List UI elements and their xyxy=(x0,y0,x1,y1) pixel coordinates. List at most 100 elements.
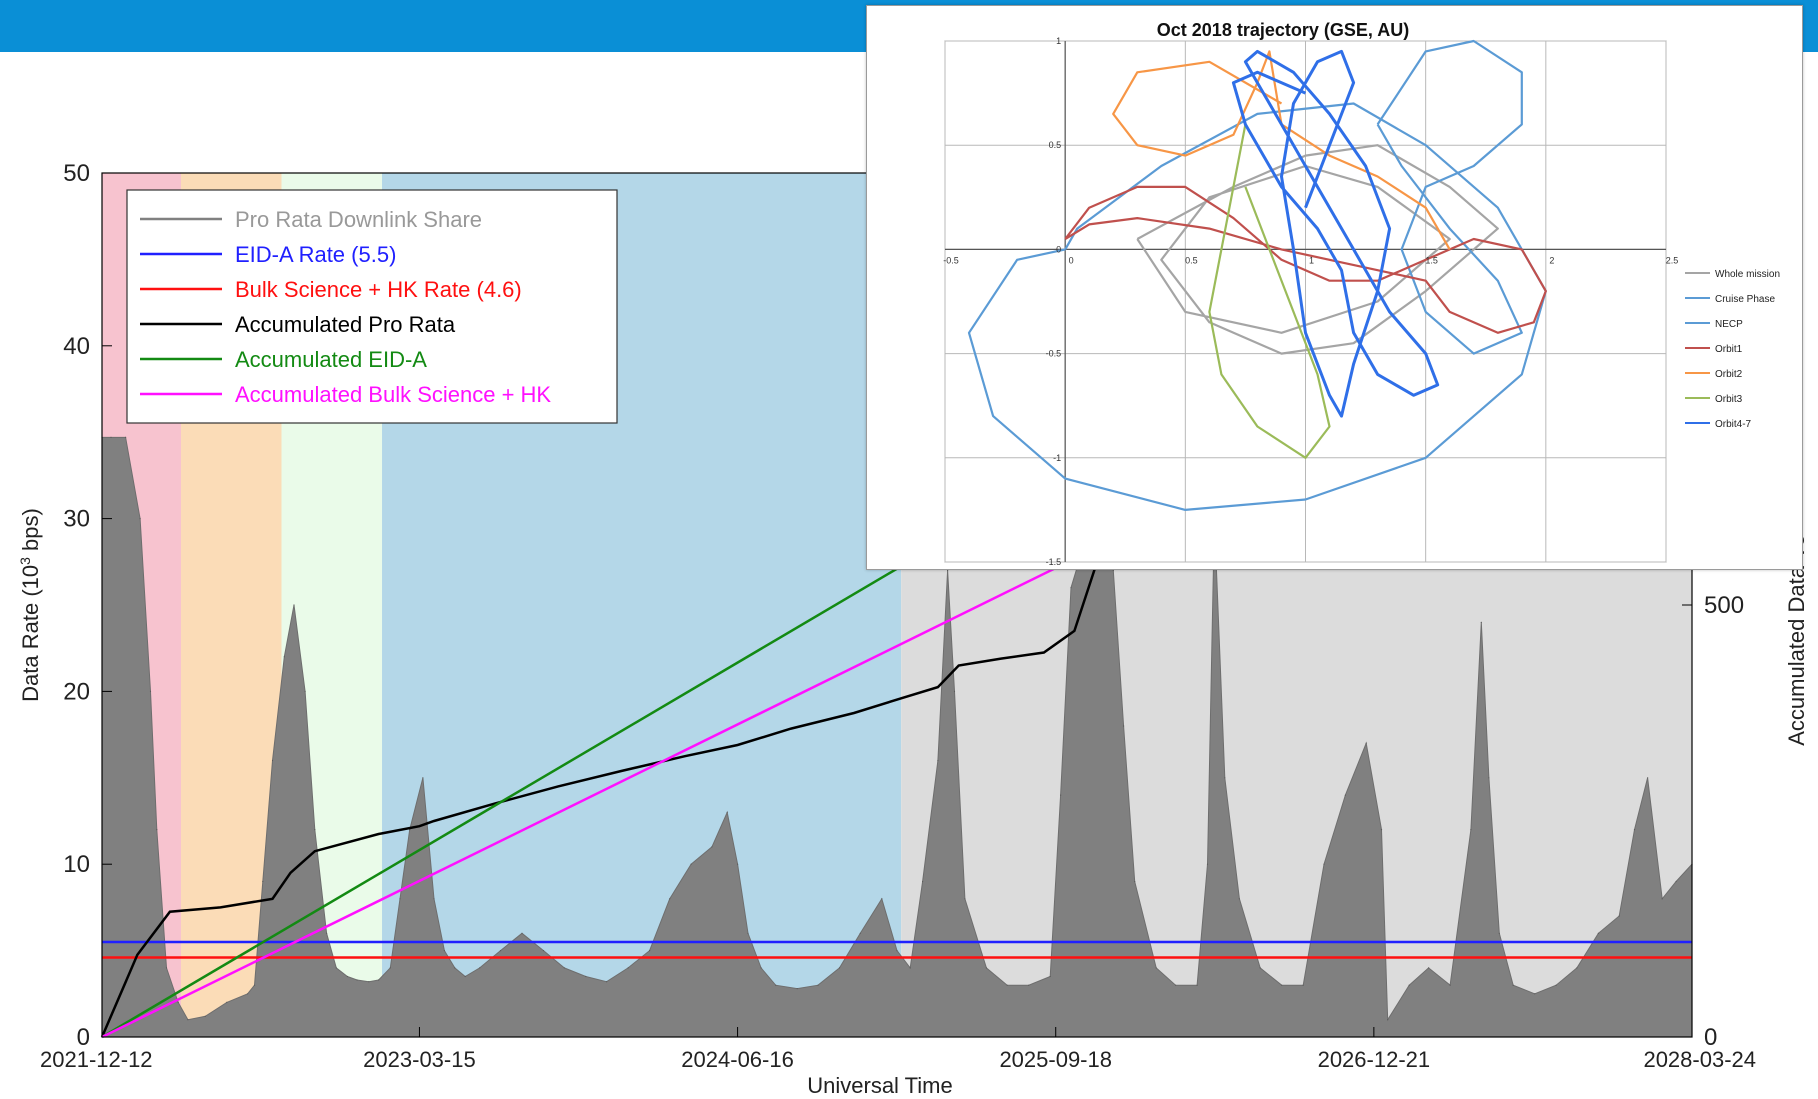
pro-rata-point xyxy=(422,777,424,779)
pro-rata-point xyxy=(356,979,358,981)
trajectory-series-2 xyxy=(1376,39,1523,355)
pro-rata-point xyxy=(443,950,445,952)
inset-legend-label: NECP xyxy=(1715,319,1743,330)
pro-rata-point xyxy=(1070,587,1072,589)
y-left-tick-label: 50 xyxy=(63,160,90,187)
pro-rata-point xyxy=(909,967,911,969)
legend: Pro Rata Downlink Share EID-A Rate (5.5) B… xyxy=(126,189,618,424)
inset-legend-label: Whole mission xyxy=(1715,269,1780,280)
pro-rata-point xyxy=(1196,984,1198,986)
pro-rata-point xyxy=(125,436,127,438)
pro-rata-point xyxy=(399,898,401,900)
pro-rata-point xyxy=(499,950,502,952)
y-left-tick-label: 0 xyxy=(77,1024,90,1051)
inset-legend-label: Orbit2 xyxy=(1715,369,1743,380)
pro-rata-point xyxy=(796,988,798,990)
pro-rata-point xyxy=(433,898,435,900)
pro-rata-point xyxy=(542,950,545,952)
pro-rata-point xyxy=(1344,794,1346,796)
x-tick-label: 2023-03-15 xyxy=(363,1047,476,1072)
pro-rata-point xyxy=(156,829,158,831)
pro-rata-point xyxy=(1134,880,1136,883)
pro-rata-point xyxy=(521,932,523,934)
pro-rata-point xyxy=(204,1015,206,1017)
pro-rata-point xyxy=(304,690,306,693)
pro-rata-point xyxy=(247,993,249,995)
x-tick-label: 2021-12-12 xyxy=(40,1047,153,1072)
pro-rata-point xyxy=(1470,829,1472,831)
pro-rata-point xyxy=(1060,794,1062,796)
legend-label: Pro Rata Downlink Share xyxy=(235,207,482,232)
pro-rata-point xyxy=(737,863,739,865)
trajectory-series-6 xyxy=(1231,49,1440,418)
pro-rata-point xyxy=(760,967,762,969)
pro-rata-point xyxy=(606,981,608,983)
pro-rata-point xyxy=(896,950,898,952)
pro-rata-point xyxy=(1480,621,1482,623)
pro-rata-point xyxy=(346,975,348,978)
trajectory-inset: Oct 2018 trajectory (GSE, AU) -0.5 0 0.5 1 1… xyxy=(866,5,1803,570)
pro-rata-point xyxy=(1175,984,1177,986)
inset-ticks: -0.5 0 0.5 1 1.5 2 2.5 1 0.5 0 -0.5 -1 -1.5 xyxy=(943,36,1678,567)
series-pro-rata-area xyxy=(101,436,1693,1038)
pro-rata-point xyxy=(1387,1019,1389,1021)
trajectory-series-0 xyxy=(1136,144,1499,355)
pro-rata-point xyxy=(563,967,565,969)
pro-rata-point xyxy=(1224,777,1226,779)
pro-rata-point xyxy=(368,981,370,983)
pro-rata-point xyxy=(454,967,456,969)
pro-rata-point xyxy=(1123,725,1125,727)
inset-x-tick-label: 1.5 xyxy=(1425,255,1438,265)
inset-legend-label: Cruise Phase xyxy=(1715,294,1775,305)
x-tick-label: 2025-09-18 xyxy=(999,1047,1112,1072)
pro-rata-point xyxy=(1597,932,1599,934)
inset-legend-label: Orbit4-7 xyxy=(1715,419,1752,430)
pro-rata-point xyxy=(1259,967,1261,969)
inset-legend: Whole mission Cruise Phase NECP Orbit1 Orbit… xyxy=(1685,269,1780,430)
pro-rata-point xyxy=(627,967,629,969)
pro-rata-point xyxy=(1206,863,1209,865)
inset-x-tick-label: 2.5 xyxy=(1666,255,1679,265)
y-right-tick-label: 500 xyxy=(1704,592,1744,619)
pro-rata-point xyxy=(165,967,168,969)
pro-rata-point xyxy=(1512,984,1514,986)
pro-rata-point xyxy=(1449,984,1451,986)
inset-y-tick-label: 1 xyxy=(1056,36,1061,46)
pro-rata-point xyxy=(378,979,380,981)
y-left-tick-label: 30 xyxy=(63,506,90,533)
inset-y-tick-label: 0.5 xyxy=(1049,140,1062,150)
pro-rata-point xyxy=(1302,984,1304,986)
y-left-tick-label: 40 xyxy=(63,333,90,360)
pro-rata-point xyxy=(1281,984,1283,986)
pro-rata-point xyxy=(1488,777,1490,779)
inset-x-tick-label: 0 xyxy=(1069,255,1074,265)
pro-rata-point xyxy=(464,975,466,978)
pro-rata-point xyxy=(293,604,295,606)
pro-rata-point xyxy=(1323,863,1325,865)
x-tick-label: 2026-12-21 xyxy=(1318,1047,1431,1072)
pro-rata-point xyxy=(649,950,651,952)
pro-rata-point xyxy=(1661,898,1663,900)
x-tick-label: 2024-06-16 xyxy=(681,1047,794,1072)
pro-rata-point xyxy=(964,898,966,900)
pro-rata-point xyxy=(389,967,391,969)
inset-x-tick-label: -0.5 xyxy=(943,255,959,265)
pro-rata-point xyxy=(1049,975,1051,978)
pro-rata-point xyxy=(1155,967,1157,969)
pro-rata-point xyxy=(271,759,274,762)
pro-rata-point xyxy=(1006,984,1008,986)
pro-rata-point xyxy=(838,967,841,969)
pro-rata-point xyxy=(1428,967,1430,969)
inset-x-tick-label: 0.5 xyxy=(1185,255,1198,265)
legend-label: Accumulated EID-A xyxy=(235,347,427,372)
rate-area xyxy=(101,436,1693,1038)
pro-rata-point xyxy=(326,932,328,934)
pro-rata-point xyxy=(726,811,728,814)
pro-rata-point xyxy=(1647,777,1649,779)
pro-rata-point xyxy=(1112,569,1114,572)
pro-rata-point xyxy=(1238,898,1240,900)
pro-rata-point xyxy=(1534,993,1536,995)
inset-grid xyxy=(944,40,1667,563)
pro-rata-point xyxy=(1380,829,1383,831)
